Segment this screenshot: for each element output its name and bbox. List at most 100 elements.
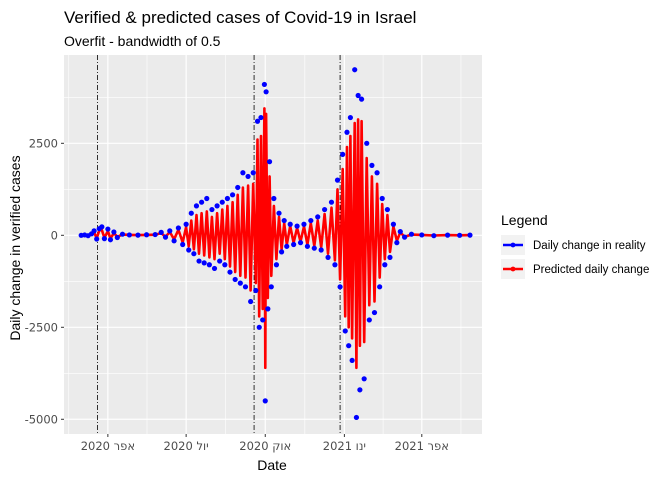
reality-point (281, 217, 287, 224)
x-tick-label: יול 2020 (164, 439, 209, 453)
reality-point (158, 229, 164, 235)
reality-point (135, 232, 141, 238)
reality-point (291, 241, 297, 248)
legend-label: Predicted daily change (533, 264, 649, 276)
reality-point (361, 376, 367, 382)
reality-point (332, 262, 338, 268)
reality-point (444, 232, 451, 238)
reality-point (206, 262, 212, 268)
reality-point (419, 232, 425, 238)
y-axis: -5000 -2500 0 2500 (25, 136, 64, 426)
reality-point (301, 221, 307, 227)
reality-point (217, 258, 223, 264)
reality-point (369, 162, 375, 168)
reality-point (344, 129, 350, 135)
legend-key-point (510, 242, 516, 248)
reality-point (304, 243, 311, 249)
reality-point (209, 206, 215, 213)
x-tick-label: ינו 2021 (323, 439, 366, 453)
reality-point (353, 414, 360, 421)
reality-point (284, 243, 290, 249)
reality-point (355, 92, 361, 99)
reality-point (294, 223, 300, 229)
reality-point (337, 284, 343, 290)
reality-point (232, 276, 238, 283)
reality-point (186, 247, 192, 253)
reality-point (390, 221, 397, 227)
legend-label: Daily change in reality (533, 240, 646, 252)
reality-point (342, 328, 348, 334)
reality-point (364, 140, 370, 146)
reality-point (214, 203, 220, 209)
reality-point (219, 199, 225, 205)
x-axis-title: Date (257, 457, 287, 473)
reality-point (229, 192, 236, 198)
reality-point (265, 306, 271, 312)
chart-title: Verified & predicted cases of Covid-19 i… (64, 8, 416, 27)
reality-point (224, 195, 231, 202)
reality-point (111, 229, 117, 235)
reality-point (387, 254, 393, 260)
reality-point (467, 232, 473, 238)
reality-point (374, 170, 380, 176)
reality-point (268, 284, 274, 290)
grid-lines (64, 55, 482, 434)
reality-point (193, 203, 200, 209)
reality-point (258, 114, 264, 121)
reality-point (457, 232, 463, 238)
reality-point (352, 67, 358, 73)
x-axis: אפר 2020 יול 2020 אוק 2020 ינו 2021 אפר 2021 (81, 434, 449, 453)
reality-point (242, 284, 249, 290)
reality-point (271, 195, 277, 202)
y-tick-label: 0 (51, 228, 58, 242)
reality-point (191, 251, 197, 257)
reality-point (273, 262, 280, 268)
reality-point (143, 232, 150, 238)
reality-point (162, 234, 169, 240)
reality-point (431, 233, 437, 239)
reality-point (384, 206, 390, 213)
reality-series (78, 67, 473, 421)
reality-point (171, 238, 177, 244)
reality-point (237, 280, 243, 286)
reality-point (315, 214, 321, 220)
reality-point (188, 210, 194, 216)
reality-point (107, 237, 114, 243)
reality-point (318, 247, 324, 253)
legend-key-point (510, 266, 516, 272)
reality-point (119, 231, 126, 237)
x-tick-label: אפר 2021 (395, 439, 449, 453)
reality-point (183, 221, 189, 227)
legend-title: Legend (501, 212, 548, 228)
reality-point (240, 170, 246, 176)
reality-point (250, 170, 256, 176)
y-tick-label: -2500 (25, 320, 58, 334)
reality-point (328, 199, 335, 205)
reality-point (340, 151, 346, 157)
reality-point (167, 228, 173, 234)
reality-point (262, 398, 268, 404)
reality-point (308, 217, 314, 224)
reality-point (379, 195, 385, 202)
reality-point (297, 240, 304, 246)
reality-point (401, 234, 408, 240)
reality-point (253, 287, 259, 294)
reality-point (201, 260, 207, 266)
reality-point (263, 89, 269, 95)
reference-lines (97, 55, 341, 434)
reality-point (334, 177, 341, 183)
reality-point (346, 343, 352, 349)
reality-point (248, 298, 254, 305)
y-tick-label: 2500 (29, 136, 58, 150)
reality-point (101, 236, 108, 242)
reality-point (276, 210, 282, 216)
reality-point (371, 309, 378, 316)
reality-point (254, 118, 261, 124)
reality-point (196, 258, 202, 264)
reality-point (152, 231, 158, 238)
chart-subtitle: Overfit - bandwidth of 0.5 (64, 33, 221, 49)
x-tick-label: אפר 2020 (81, 439, 135, 453)
reality-point (222, 262, 228, 268)
reality-point (261, 81, 267, 88)
